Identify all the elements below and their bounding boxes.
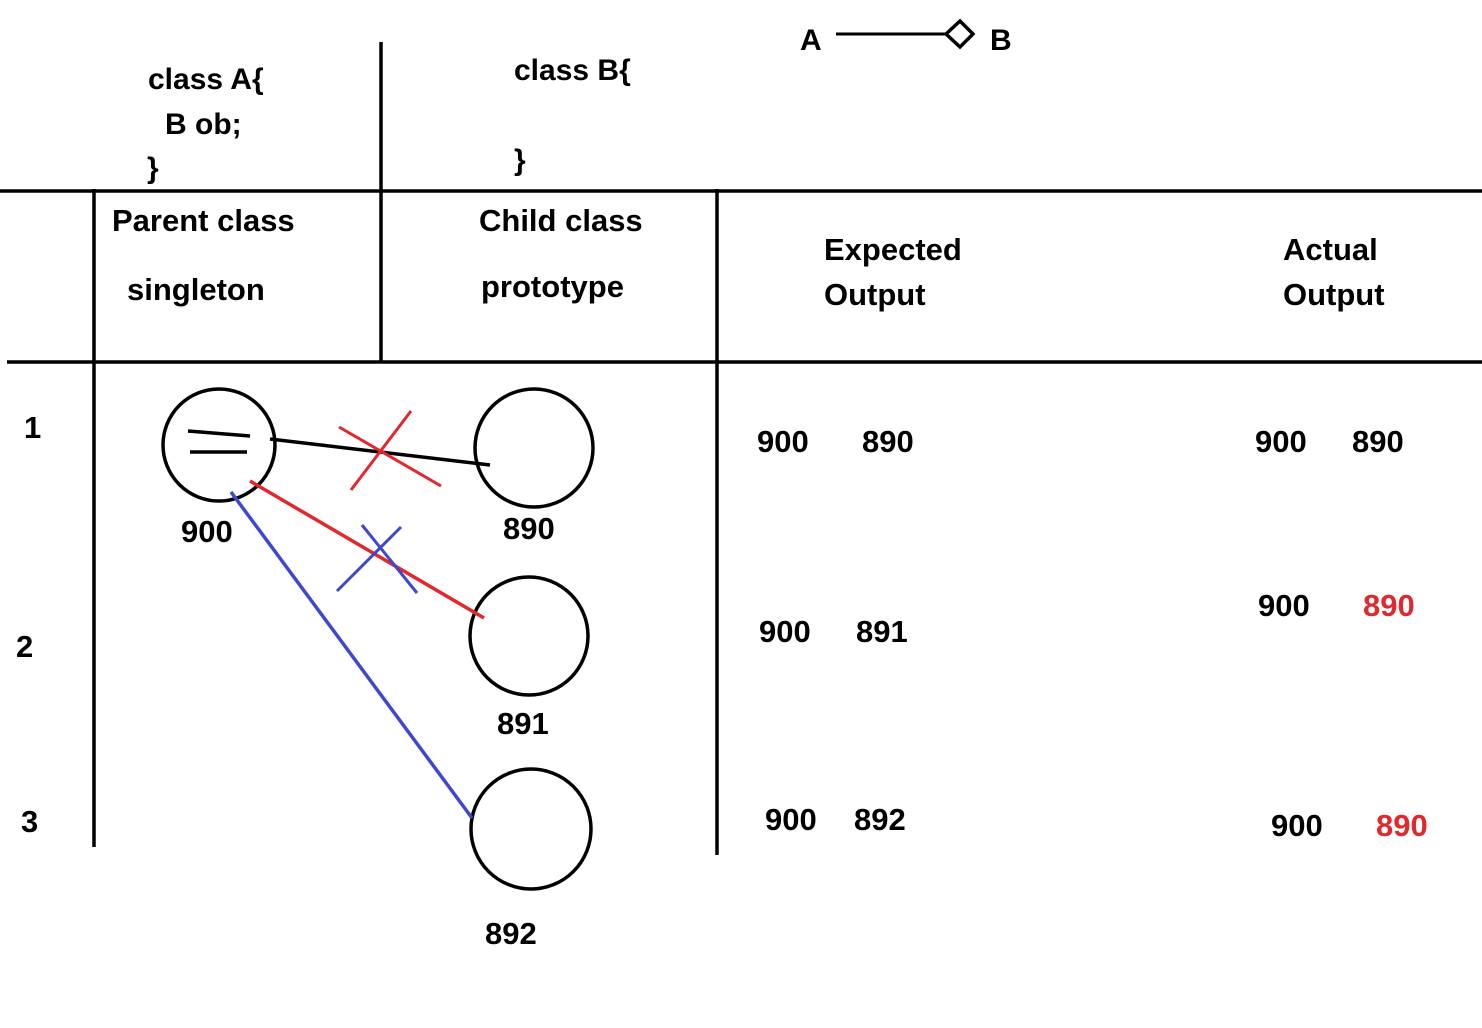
class-a-line-3: } [147, 152, 159, 185]
child-object-circle [468, 575, 590, 697]
expected-child-value: 892 [854, 802, 906, 837]
class-a-line-2: B ob; [165, 108, 242, 141]
actual-header-line-2: Output [1283, 277, 1385, 312]
class-a-line-1: class A{ [148, 63, 264, 96]
expected-parent-value: 900 [759, 614, 811, 649]
parent-object-id: 900 [181, 514, 233, 549]
parent-object-mark [187, 429, 251, 438]
actual-child-value: 890 [1363, 588, 1415, 623]
parent-header-line-2: singleton [127, 272, 265, 307]
expected-parent-value: 900 [765, 802, 817, 837]
expected-child-value: 890 [862, 424, 914, 459]
aggregation-diamond-icon [943, 18, 976, 50]
reference-line-blue [229, 490, 474, 820]
child-object-circle [469, 767, 593, 891]
expected-header-line-1: Expected [824, 232, 962, 267]
expected-child-value: 891 [856, 614, 908, 649]
expected-parent-value: 900 [757, 424, 809, 459]
actual-child-value: 890 [1352, 424, 1404, 459]
actual-child-value: 890 [1376, 808, 1428, 843]
parent-object-circle [161, 387, 277, 503]
child-object-circle [473, 387, 595, 509]
child-object-id: 891 [497, 706, 549, 741]
child-object-id: 890 [503, 511, 555, 546]
reference-line-red [249, 479, 485, 620]
actual-parent-value: 900 [1271, 808, 1323, 843]
blue-cross-mark [360, 524, 419, 594]
relation-from-label: A [800, 24, 822, 57]
actual-parent-value: 900 [1258, 588, 1310, 623]
child-header-line-2: prototype [481, 269, 624, 304]
expected-header-line-2: Output [824, 277, 926, 312]
child-object-id: 892 [485, 916, 537, 951]
row-index: 3 [21, 804, 38, 839]
row-index: 1 [24, 410, 41, 445]
relation-to-label: B [990, 24, 1012, 57]
class-b-line-1: class B{ [514, 54, 631, 87]
actual-header-line-1: Actual [1283, 232, 1378, 267]
red-cross-mark [349, 410, 413, 491]
actual-parent-value: 900 [1255, 424, 1307, 459]
row-index: 2 [16, 629, 33, 664]
class-b-line-2: } [514, 144, 526, 177]
child-header-line-1: Child class [479, 203, 643, 238]
parent-header-line-1: Parent class [112, 203, 295, 238]
red-cross-mark [338, 425, 442, 488]
blue-cross-mark [335, 525, 403, 593]
